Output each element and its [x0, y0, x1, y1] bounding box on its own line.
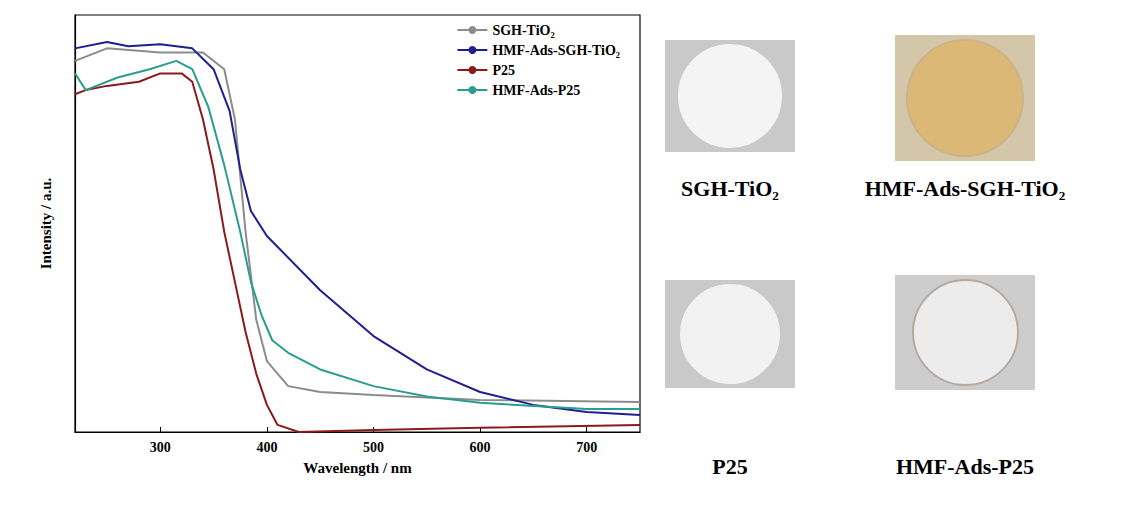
- svg-text:600: 600: [470, 440, 491, 455]
- svg-text:SGH-TiO₂: SGH-TiO₂: [492, 23, 554, 38]
- svg-text:HMF-Ads-P25: HMF-Ads-P25: [492, 83, 580, 98]
- svg-text:P25: P25: [492, 63, 515, 78]
- svg-text:700: 700: [576, 440, 597, 455]
- svg-text:Intensity / a.u.: Intensity / a.u.: [38, 177, 54, 269]
- svg-text:500: 500: [363, 440, 384, 455]
- html-text:P25: P25: [712, 454, 748, 479]
- svg-text:400: 400: [256, 440, 277, 455]
- svg-text:HMF-Ads-SGH-TiO₂: HMF-Ads-SGH-TiO₂: [492, 43, 620, 58]
- svg-text:300: 300: [150, 440, 171, 455]
- html-text:HMF-Ads-P25: HMF-Ads-P25: [896, 454, 1034, 479]
- html-text:SGH-TiO₂: SGH-TiO₂: [681, 176, 779, 201]
- html-text:HMF-Ads-SGH-TiO₂: HMF-Ads-SGH-TiO₂: [864, 176, 1066, 201]
- svg-text:Wavelength / nm: Wavelength / nm: [303, 460, 412, 476]
